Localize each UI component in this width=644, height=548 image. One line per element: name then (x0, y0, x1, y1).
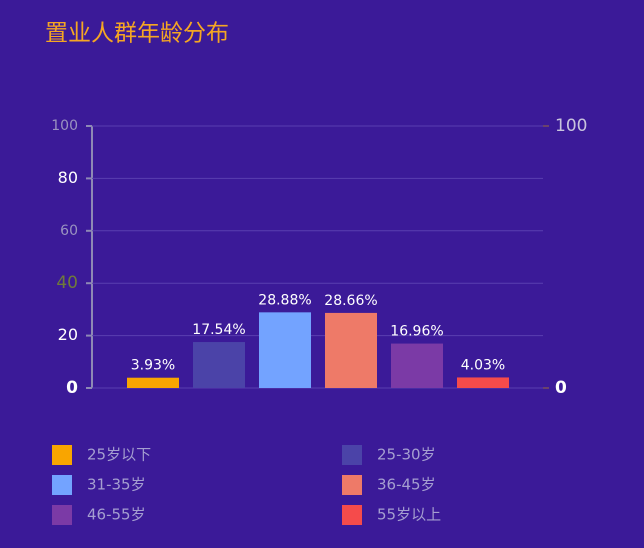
legend-swatch (342, 445, 362, 465)
bar (457, 377, 509, 388)
legend-label: 25岁以下 (87, 446, 151, 464)
y2-tick-label: 100 (555, 116, 587, 136)
legend-label: 46-55岁 (87, 506, 146, 524)
y-tick-label: 80 (58, 168, 78, 187)
y-tick-label: 40 (56, 273, 78, 293)
bar (325, 312, 377, 388)
value-label: 4.03% (461, 357, 505, 373)
legend-label: 31-35岁 (87, 476, 146, 494)
value-label: 28.66% (324, 293, 377, 309)
y-tick-label: 60 (60, 223, 78, 239)
bar (127, 377, 179, 388)
value-label: 3.93% (131, 358, 175, 374)
value-label: 28.88% (258, 292, 311, 308)
legend-label: 36-45岁 (377, 476, 436, 494)
bar (259, 312, 311, 388)
legend-swatch (52, 475, 72, 495)
value-label: 17.54% (192, 322, 245, 338)
chart-title: 置业人群年龄分布 (45, 21, 229, 47)
y-tick-label: 0 (66, 378, 78, 398)
legend-swatch (342, 475, 362, 495)
legend-label: 25-30岁 (377, 446, 436, 464)
bar (391, 343, 443, 388)
y-tick-label: 20 (58, 325, 78, 344)
y-tick-label: 100 (51, 118, 78, 134)
legend-swatch (52, 505, 72, 525)
bar (193, 342, 245, 388)
y2-tick-label: 0 (555, 378, 567, 398)
value-label: 16.96% (390, 324, 443, 340)
legend-swatch (52, 445, 72, 465)
legend-swatch (342, 505, 362, 525)
legend-label: 55岁以上 (377, 506, 441, 524)
